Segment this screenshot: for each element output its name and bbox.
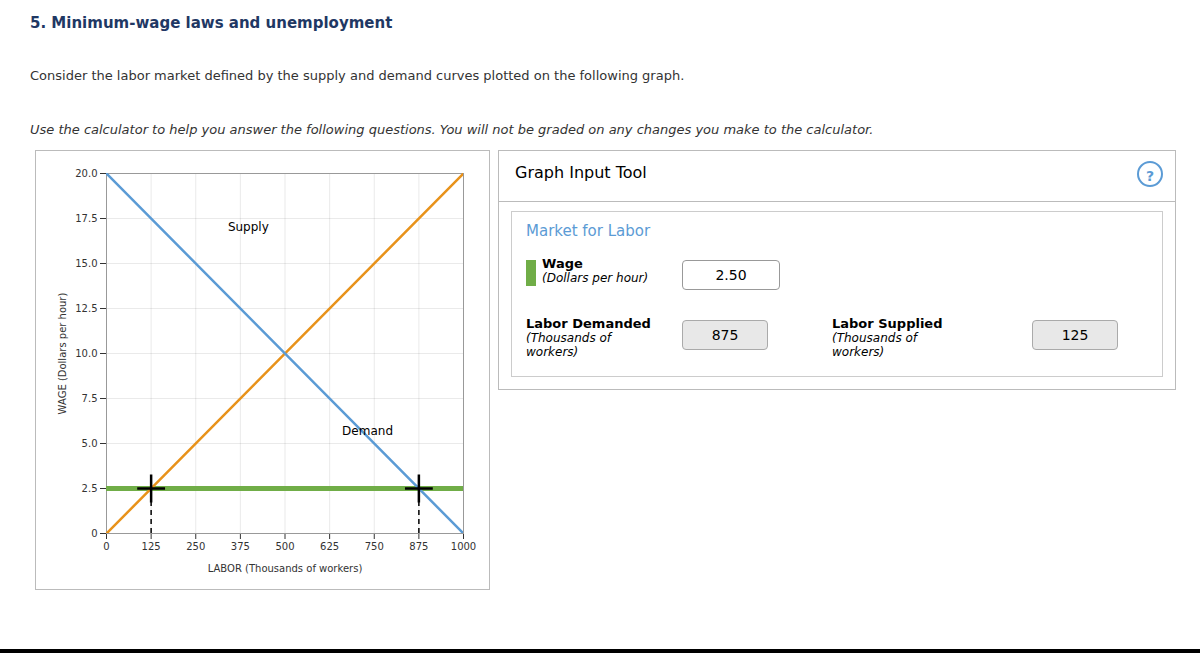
svg-text:15.0: 15.0	[75, 258, 97, 269]
svg-text:0: 0	[91, 528, 97, 539]
html-text:Labor Demanded: Labor Demanded	[526, 316, 651, 331]
svg-text:125: 125	[142, 541, 161, 552]
html-text:125: 125	[1061, 327, 1089, 343]
html-text:Use the calculator to help you: Use the calculator to help you answer th…	[30, 122, 874, 137]
html-text:Labor Supplied: Labor Supplied	[832, 316, 943, 331]
html-text:(Dollars per hour): (Dollars per hour)	[542, 271, 649, 285]
svg-text:Supply: Supply	[228, 220, 269, 234]
svg-text:2.5: 2.5	[82, 483, 98, 494]
html-text:2.50: 2.50	[715, 267, 747, 283]
html-text:Consider the labor market defi: Consider the labor market defined by the…	[30, 68, 685, 83]
svg-text:250: 250	[186, 541, 205, 552]
svg-text:Demand: Demand	[342, 424, 393, 438]
svg-text:875: 875	[409, 541, 428, 552]
svg-text:500: 500	[275, 541, 294, 552]
html-text:(Thousands of workers): (Thousands of workers)	[832, 331, 917, 359]
svg-text:20.0: 20.0	[75, 168, 97, 179]
svg-text:375: 375	[231, 541, 250, 552]
svg-text:7.5: 7.5	[82, 393, 98, 404]
svg-text:0: 0	[103, 541, 109, 552]
html-text:(Thousands of workers): (Thousands of workers)	[526, 331, 611, 359]
svg-text:WAGE (Dollars per hour): WAGE (Dollars per hour)	[57, 293, 68, 415]
html-text:875: 875	[711, 327, 739, 343]
svg-text:1000: 1000	[451, 541, 476, 552]
svg-text:17.5: 17.5	[75, 213, 97, 224]
svg-text:12.5: 12.5	[75, 303, 97, 314]
svg-text:10.0: 10.0	[75, 348, 97, 359]
svg-text:625: 625	[320, 541, 339, 552]
html-text:Wage: Wage	[542, 256, 583, 271]
svg-text:LABOR (Thousands of workers): LABOR (Thousands of workers)	[208, 563, 363, 574]
html-text:5. Minimum-wage laws and unemp: 5. Minimum-wage laws and unemployment	[30, 14, 393, 32]
html-text:Market for Labor: Market for Labor	[526, 222, 651, 240]
html-text:Graph Input Tool: Graph Input Tool	[515, 163, 647, 182]
svg-text:5.0: 5.0	[82, 438, 98, 449]
svg-text:750: 750	[365, 541, 384, 552]
